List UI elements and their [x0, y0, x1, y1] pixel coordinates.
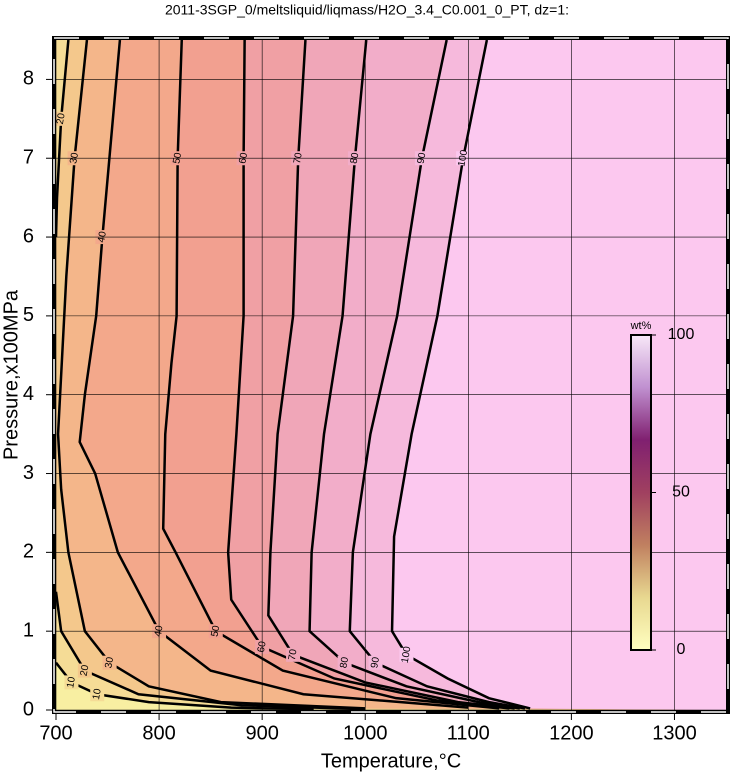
contour-label-bg	[337, 655, 352, 670]
y-tick-label: 8	[23, 68, 34, 90]
colorbar	[630, 334, 652, 651]
contour-label: 90	[369, 656, 382, 669]
contour-label-bg	[77, 663, 92, 678]
contour-label: 10	[65, 676, 78, 689]
y-tick-label: 7	[23, 147, 34, 169]
contour-label-bg	[56, 111, 69, 126]
y-tick-label: 6	[23, 225, 34, 247]
plot-frame-inner	[53, 37, 729, 713]
contour-label: 30	[103, 656, 116, 669]
contour-label: 20	[55, 112, 68, 125]
x-axis-label: Temperature,°C	[321, 750, 461, 772]
contour-label-bg	[368, 655, 383, 670]
contour-line	[161, 40, 500, 710]
y-tick-label: 4	[23, 383, 34, 405]
chart-title: 2011-3SGP_0/meltsliquid/liqmass/H2O_3.4_…	[165, 2, 569, 18]
x-tick-label: 800	[142, 722, 175, 744]
x-tick-label: 1100	[447, 722, 490, 744]
contour-label: 20	[79, 664, 92, 677]
contour-label: 80	[338, 656, 351, 669]
contour-label: 100	[400, 645, 414, 664]
y-tick-label: 3	[23, 462, 34, 484]
colorbar-label: wt%	[630, 320, 652, 332]
contour-label: 70	[287, 648, 300, 661]
y-tick-label: 1	[23, 619, 34, 641]
x-tick-label: 900	[245, 722, 278, 744]
x-tick-label: 1300	[652, 722, 697, 744]
y-axis-label: Pressure,x100MPa	[0, 289, 22, 460]
x-tick-label: 1000	[343, 722, 388, 744]
overlay: 700 800 900 1000 1100 1200 1300 0 1 2 3 4 5 6 7 8 wt% 0 50…	[23, 36, 730, 744]
colorbar-tick-label: 100	[668, 326, 695, 343]
colorbar-tick-label: 50	[672, 484, 690, 501]
x-tick-label: 700	[39, 722, 72, 744]
y-tick-label: 0	[23, 698, 34, 720]
contour-label-bg	[102, 655, 117, 670]
contour-label-bg	[399, 647, 414, 662]
contour-label-bg	[64, 675, 79, 690]
contour-fill	[56, 40, 726, 710]
contour-label-bg	[90, 687, 105, 702]
y-tick-label: 5	[23, 304, 34, 326]
contour-label-bg	[286, 647, 301, 662]
contour-label: 10	[91, 687, 104, 700]
plot-area: 1010202030304040505060607070808090901001…	[55, 40, 726, 710]
x-tick-label: 1200	[549, 722, 594, 744]
y-tick-label: 2	[23, 541, 34, 563]
colorbar-tick-label: 0	[677, 641, 686, 658]
